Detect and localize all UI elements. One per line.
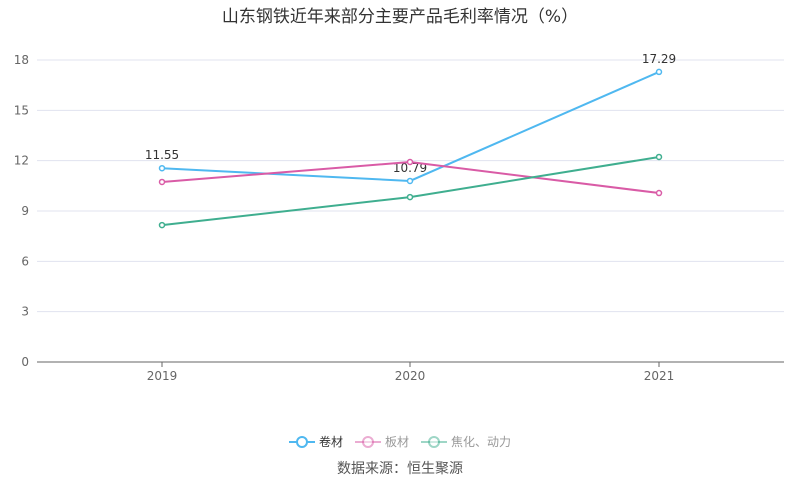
legend-item[interactable]: 焦化、动力 bbox=[421, 433, 511, 450]
data-point bbox=[655, 153, 663, 161]
data-point bbox=[158, 178, 166, 186]
legend-label: 卷材 bbox=[318, 435, 343, 449]
data-point bbox=[158, 164, 166, 172]
data-point bbox=[406, 158, 414, 166]
data-label: 10.79 bbox=[393, 161, 427, 175]
y-tick-label: 18 bbox=[14, 53, 29, 67]
y-tick-label: 0 bbox=[21, 355, 29, 369]
y-tick-label: 12 bbox=[14, 154, 29, 168]
legend-line-circle-icon bbox=[421, 435, 447, 448]
data-point bbox=[655, 189, 663, 197]
chart-title: 山东钢铁近年来部分主要产品毛利率情况（%） bbox=[221, 7, 579, 27]
legend-line-circle-icon bbox=[288, 435, 315, 448]
y-tick-label: 15 bbox=[14, 103, 29, 117]
legend-label: 焦化、动力 bbox=[451, 435, 512, 449]
data-point bbox=[655, 68, 663, 76]
legend-item[interactable]: 卷材 bbox=[288, 433, 343, 450]
data-point bbox=[406, 177, 414, 185]
x-tick-label: 2020 bbox=[395, 369, 426, 383]
y-tick-label: 9 bbox=[21, 204, 29, 218]
legend: 卷材 板材 焦化、动力 bbox=[0, 433, 800, 450]
line-chart: 0 3 6 9 12 15 18 2019 2020 2021 11.55 10.79 17.29 bbox=[14, 52, 784, 383]
data-label: 11.55 bbox=[145, 148, 179, 162]
y-tick-label: 3 bbox=[21, 305, 29, 319]
data-label: 17.29 bbox=[642, 52, 676, 66]
x-tick-label: 2019 bbox=[147, 369, 178, 383]
legend-label: 板材 bbox=[384, 435, 409, 449]
data-point bbox=[406, 193, 414, 201]
legend-item[interactable]: 板材 bbox=[354, 433, 409, 450]
legend-line-circle-icon bbox=[354, 435, 381, 448]
data-source: 数据来源：恒生聚源 bbox=[337, 461, 463, 477]
y-tick-label: 6 bbox=[21, 254, 29, 268]
data-point bbox=[158, 221, 166, 229]
x-tick-label: 2021 bbox=[644, 369, 675, 383]
